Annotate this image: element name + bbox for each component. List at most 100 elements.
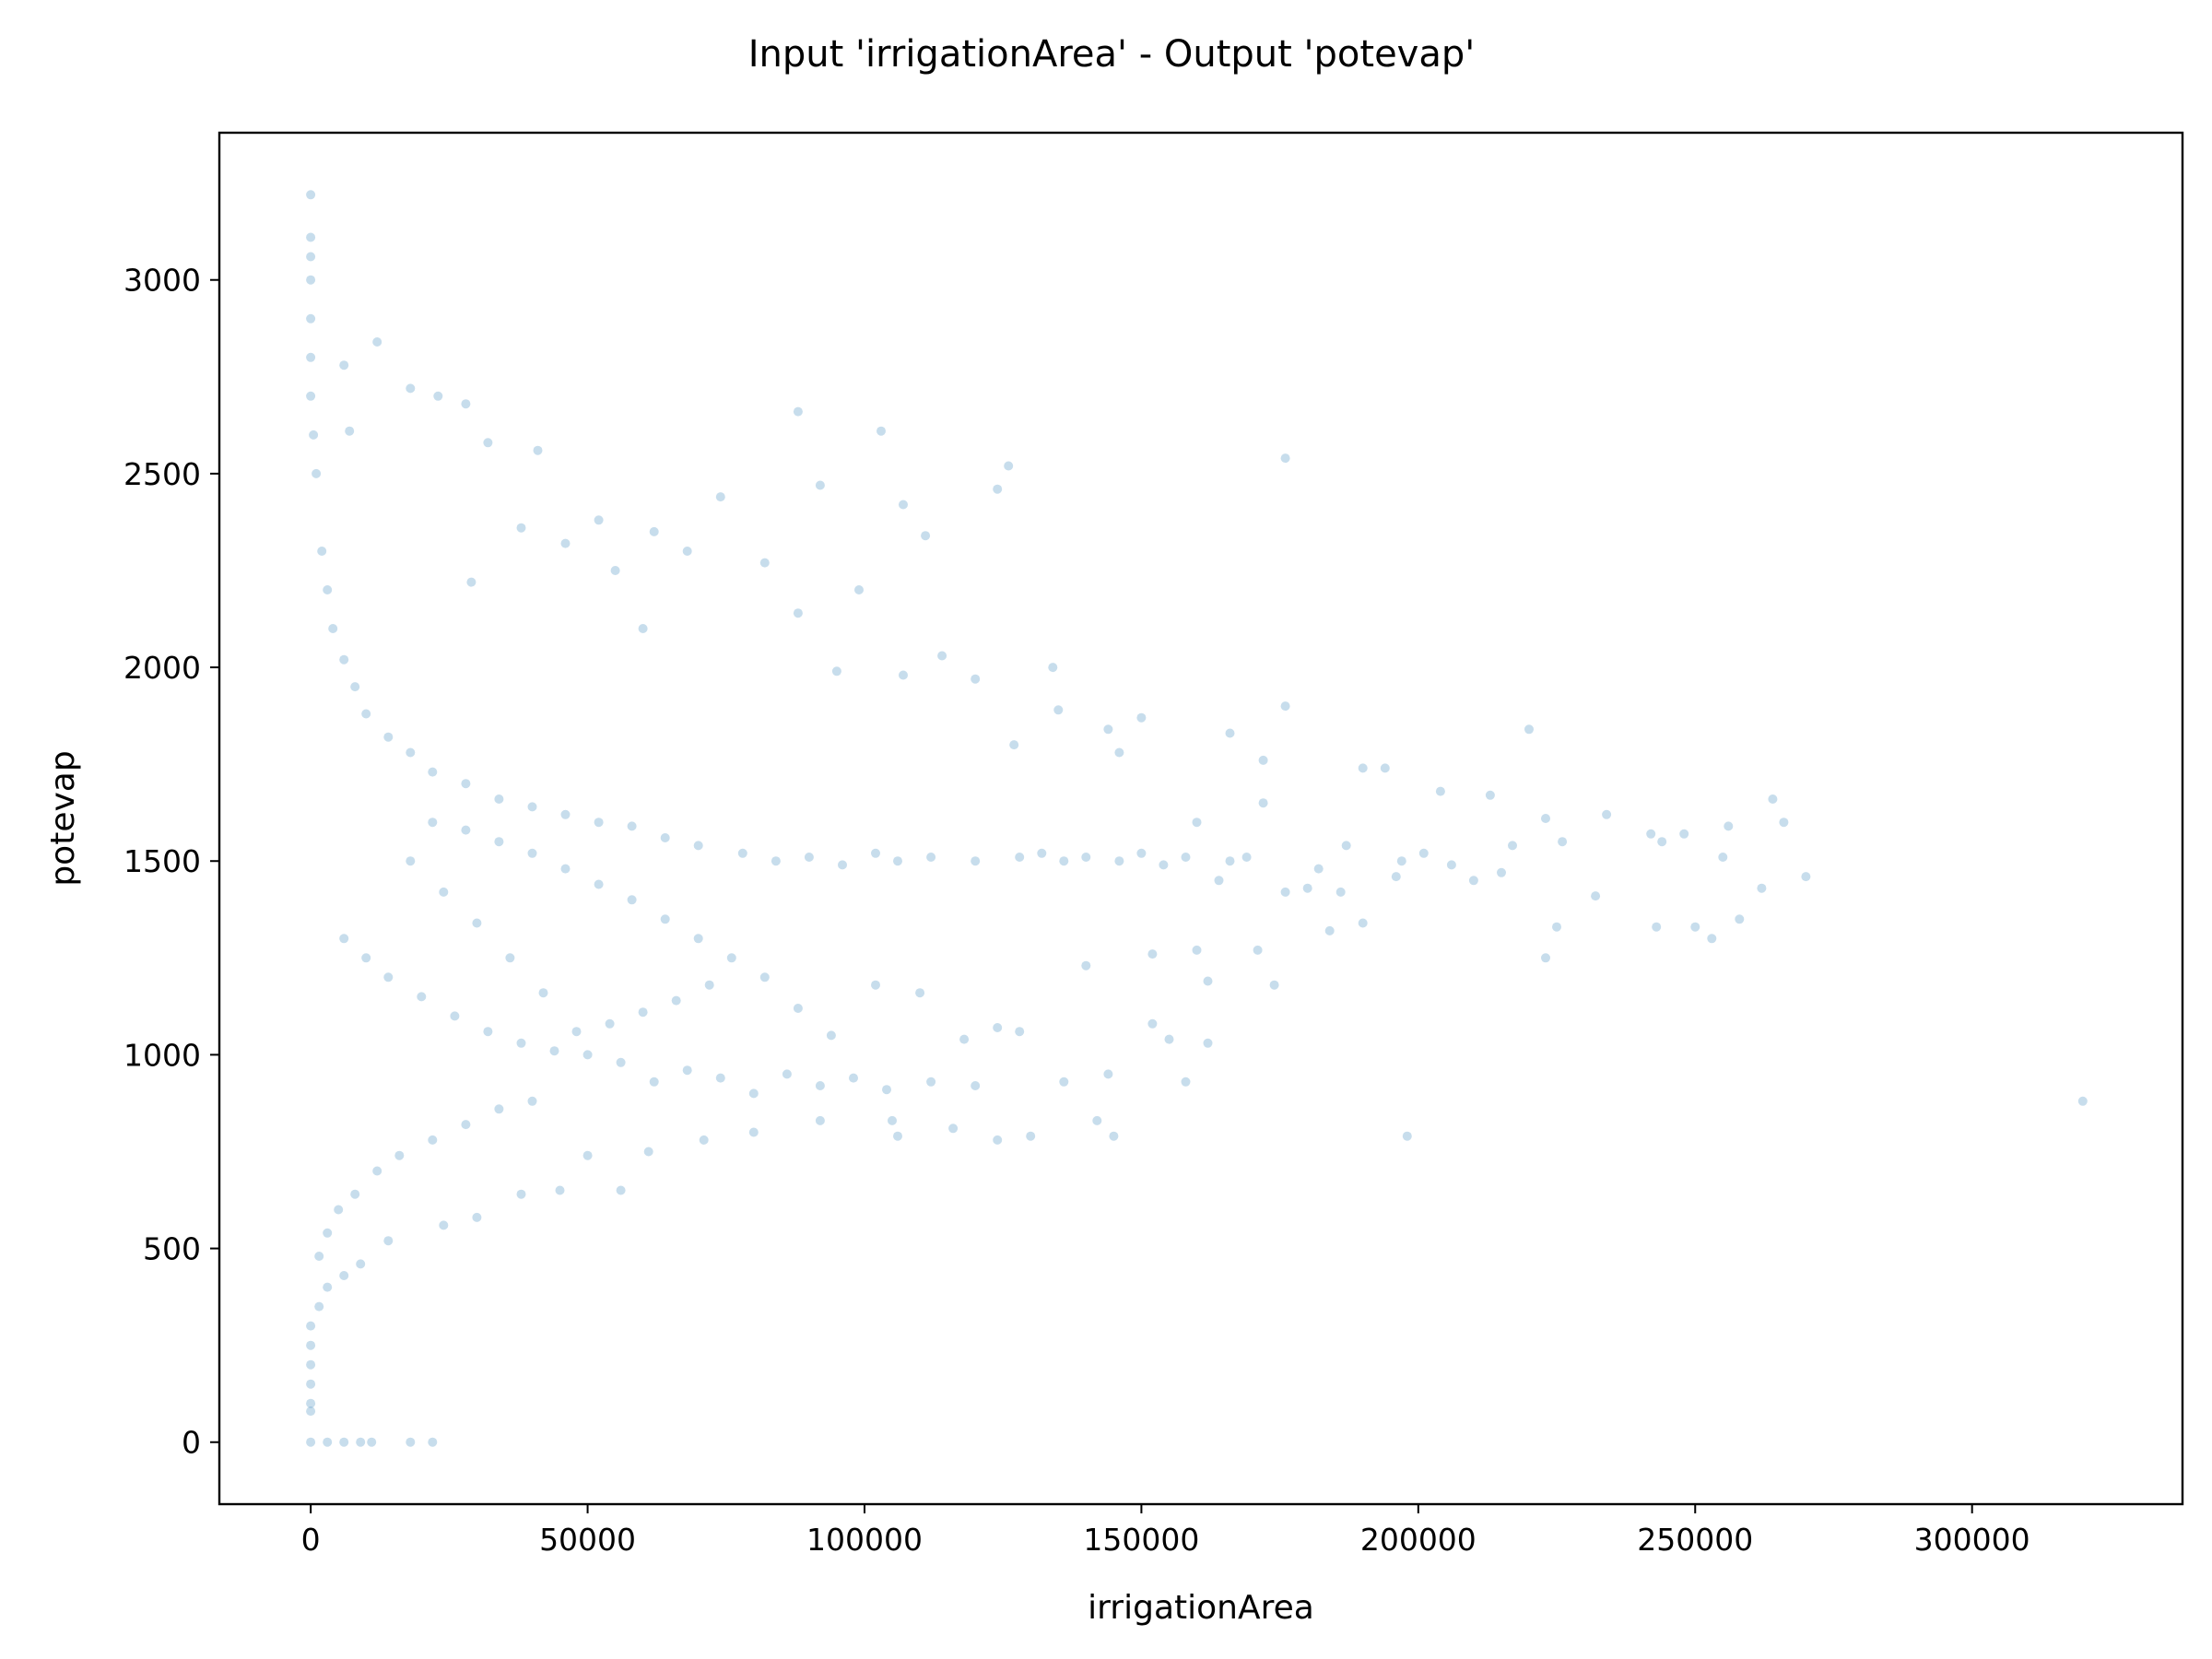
data-point: [610, 566, 620, 575]
data-point: [1026, 1131, 1036, 1141]
data-point: [461, 399, 471, 409]
data-point: [793, 608, 803, 618]
data-point: [704, 980, 714, 990]
data-point: [1358, 918, 1368, 928]
data-point: [971, 856, 981, 866]
data-point: [1707, 934, 1717, 944]
data-point: [1485, 790, 1495, 800]
data-point: [1801, 872, 1811, 882]
data-point: [1558, 837, 1568, 847]
data-point: [748, 1127, 759, 1137]
data-point: [439, 887, 449, 897]
data-point: [1313, 864, 1324, 874]
data-point: [339, 1271, 349, 1280]
data-point: [560, 809, 571, 819]
data-point: [339, 1437, 349, 1447]
data-point: [461, 779, 471, 789]
data-point: [1468, 876, 1478, 886]
data-point: [759, 558, 770, 568]
data-point: [1280, 887, 1290, 897]
data-point: [406, 383, 416, 394]
data-point: [494, 1104, 504, 1114]
data-point: [306, 190, 316, 200]
data-point: [643, 1147, 653, 1157]
data-point: [616, 1185, 626, 1195]
data-point: [899, 500, 908, 510]
data-point: [1396, 856, 1406, 866]
data-point: [361, 953, 371, 963]
data-point: [993, 1023, 1003, 1032]
y-tick-label: 1500: [124, 843, 201, 879]
data-point: [309, 429, 319, 440]
data-point: [871, 980, 880, 990]
data-point: [854, 585, 864, 594]
data-point: [1181, 853, 1191, 862]
data-point: [915, 988, 925, 998]
data-point: [926, 853, 936, 862]
data-point: [394, 1150, 405, 1160]
data-point: [339, 934, 349, 944]
data-point: [748, 1088, 759, 1099]
data-point: [1418, 848, 1429, 858]
data-point: [516, 1038, 526, 1048]
x-tick-label: 200000: [1360, 1522, 1477, 1558]
data-point: [1109, 1131, 1119, 1141]
data-point: [472, 1212, 482, 1222]
data-point: [1324, 925, 1335, 935]
data-point: [1380, 763, 1390, 773]
data-point: [527, 802, 537, 812]
data-point: [1657, 837, 1667, 847]
data-point: [306, 1340, 316, 1350]
data-point: [899, 670, 908, 680]
data-point: [1358, 763, 1368, 773]
data-point: [959, 1034, 970, 1044]
data-point: [317, 547, 327, 556]
data-point: [1497, 867, 1506, 877]
data-point: [1053, 705, 1064, 715]
data-point: [306, 391, 316, 401]
data-point: [505, 953, 515, 963]
data-point: [306, 313, 316, 324]
data-point: [549, 1046, 559, 1056]
data-point: [1757, 883, 1767, 893]
data-point: [782, 1069, 792, 1079]
data-point: [2077, 1096, 2088, 1106]
data-point: [1203, 1038, 1213, 1048]
data-point: [538, 988, 548, 998]
data-point: [428, 1437, 438, 1447]
data-point: [804, 853, 814, 862]
data-point: [1541, 814, 1550, 823]
data-point: [461, 1120, 471, 1130]
data-point: [1341, 841, 1351, 851]
y-tick-label: 3000: [124, 263, 201, 299]
data-point: [888, 1115, 897, 1125]
data-point: [483, 438, 493, 448]
data-point: [1508, 841, 1517, 851]
data-point: [660, 914, 670, 924]
data-point: [383, 1236, 394, 1246]
data-point: [1591, 891, 1601, 901]
data-point: [1048, 663, 1058, 673]
data-point: [1092, 1115, 1102, 1125]
data-point: [877, 426, 886, 436]
data-point: [494, 794, 504, 804]
data-point: [306, 352, 316, 362]
chart-title: Input 'irrigationArea' - Output 'potevap…: [748, 33, 1476, 76]
data-point: [605, 1018, 615, 1029]
data-point: [560, 864, 571, 874]
data-point: [921, 531, 931, 541]
data-point: [367, 1437, 377, 1447]
data-point: [826, 1030, 836, 1041]
data-point: [1391, 872, 1401, 882]
x-tick-label: 50000: [539, 1522, 636, 1558]
data-point: [1735, 914, 1745, 924]
y-tick-label: 2500: [124, 456, 201, 492]
data-point: [406, 856, 416, 866]
data-point: [1724, 821, 1734, 831]
data-point: [406, 747, 416, 758]
data-point: [1114, 856, 1124, 866]
data-point: [771, 856, 781, 866]
data-point: [533, 445, 543, 455]
data-point: [1059, 1077, 1069, 1087]
data-point: [1192, 945, 1202, 955]
